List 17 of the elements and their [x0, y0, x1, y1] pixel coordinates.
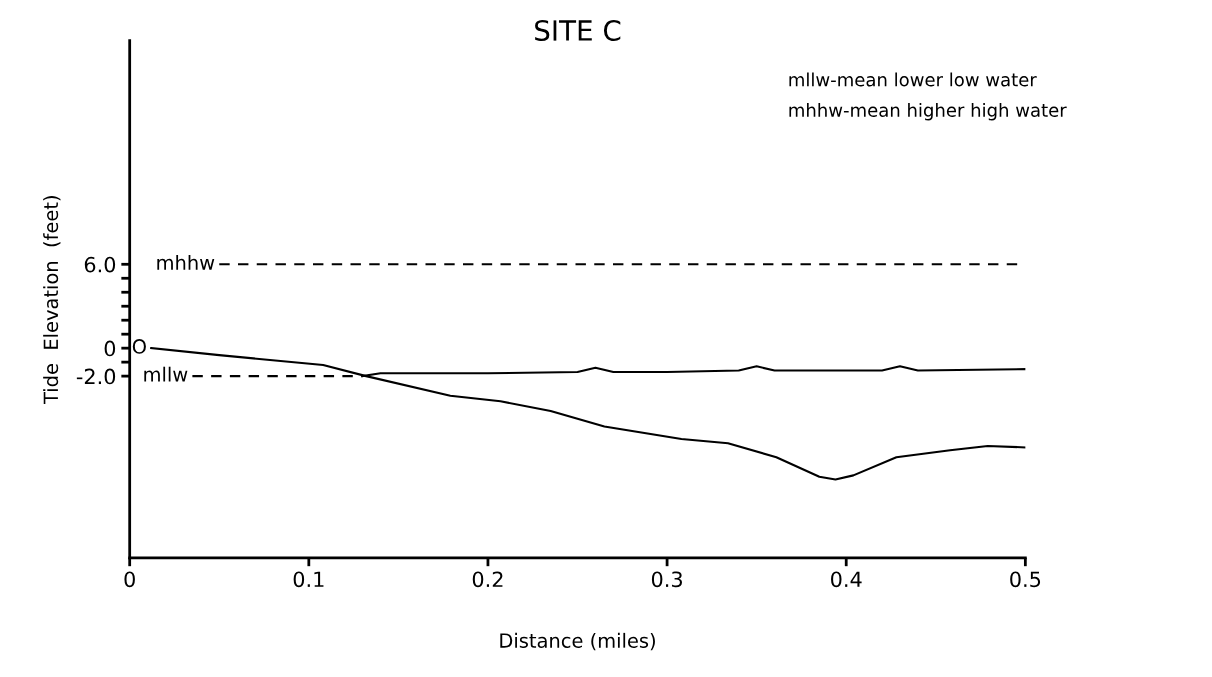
x-tick-label: 0 [124, 571, 135, 588]
annotation: mllw-mean lower low water [789, 72, 1037, 87]
x-tick-label: 0.4 [831, 571, 862, 588]
x-tick-label: 0.1 [293, 571, 324, 588]
y-tick-label: 0 [104, 340, 116, 357]
annotation: mhhw-mean higher high water [789, 102, 1067, 121]
x-tick-label: 0.5 [1010, 571, 1041, 588]
annotation: mllw [144, 366, 188, 382]
x-axis-title: Distance (miles) [500, 632, 655, 651]
x-tick-label: 0.2 [472, 571, 503, 588]
y-tick-label: 6.0 [84, 256, 116, 273]
y-tick-label: -2.0 [76, 368, 116, 385]
annotation: mhhw [157, 254, 215, 270]
annotation: O [132, 339, 146, 354]
x-tick-label: 0.3 [651, 571, 682, 588]
y-axis-title: Tide Elevation (feet) [43, 196, 61, 405]
chart-title: SITE C [535, 20, 621, 42]
